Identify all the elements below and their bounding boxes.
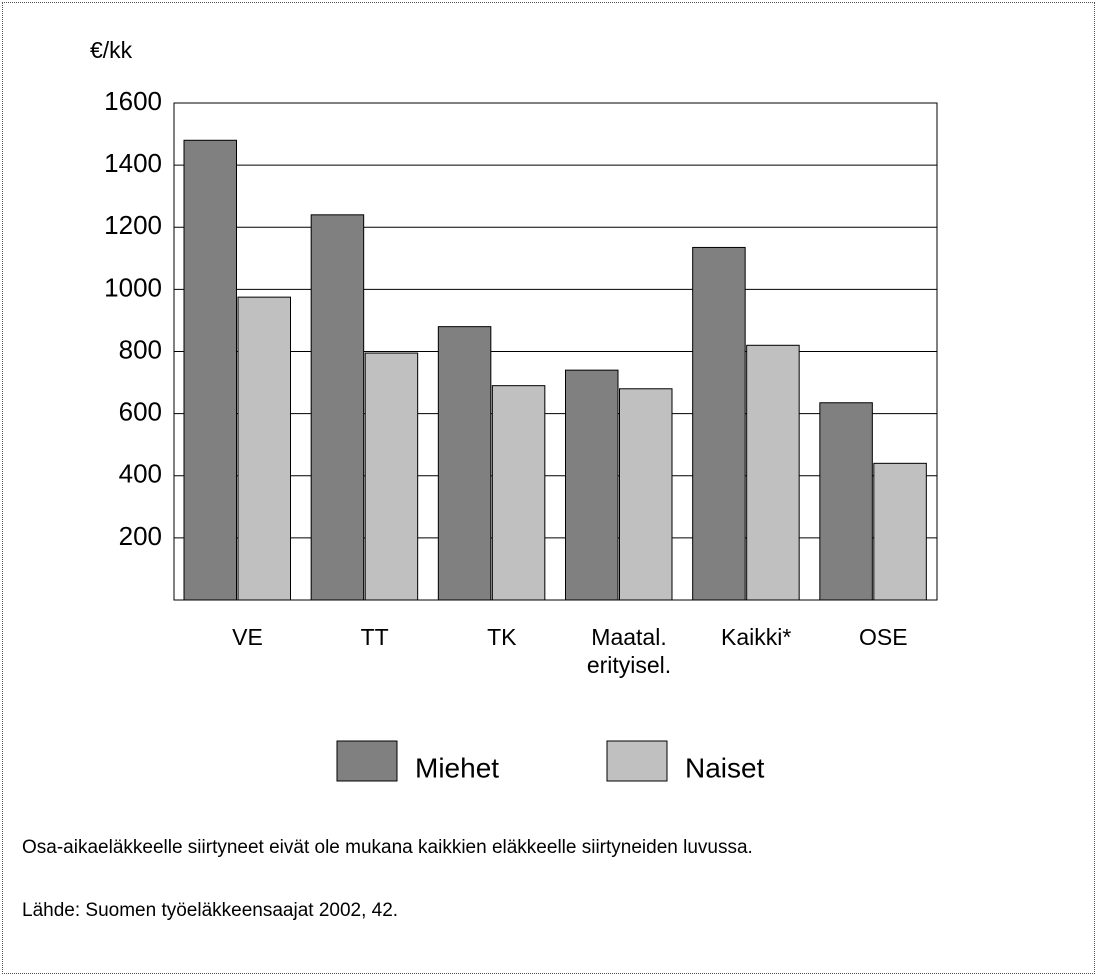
legend-swatch bbox=[606, 740, 668, 782]
legend-label: Naiset bbox=[685, 752, 765, 783]
bar bbox=[873, 462, 927, 601]
x-tick-label: TT bbox=[360, 624, 389, 650]
bar bbox=[437, 326, 492, 601]
bar bbox=[746, 344, 800, 601]
note: Osa-aikaeläkkeelle siirtyneet eivät ole … bbox=[22, 837, 753, 858]
bar bbox=[491, 385, 546, 601]
x-tick-label: Maatal. erityisel. bbox=[586, 624, 672, 678]
legend-label: Miehet bbox=[415, 752, 499, 783]
note: Lähde: Suomen työeläkkeensaajat 2002, 42… bbox=[22, 900, 398, 921]
y-tick-label: 1000 bbox=[104, 272, 162, 302]
bar bbox=[619, 388, 673, 601]
bar bbox=[819, 402, 873, 601]
y-tick-label: 1200 bbox=[104, 210, 162, 240]
bar bbox=[565, 369, 619, 601]
legend-swatch bbox=[336, 740, 398, 782]
y-tick-label: 800 bbox=[119, 334, 162, 364]
bar bbox=[237, 296, 291, 601]
x-tick-label: OSE bbox=[859, 624, 908, 650]
y-tick-label: 1400 bbox=[104, 148, 162, 178]
y-tick-label: 200 bbox=[119, 521, 162, 551]
bar bbox=[183, 139, 237, 601]
bar bbox=[364, 352, 419, 601]
y-tick-label: 1600 bbox=[104, 86, 162, 116]
x-tick-label: TK bbox=[487, 624, 517, 650]
x-tick-label: Kaikki* bbox=[721, 624, 792, 650]
bar bbox=[310, 214, 365, 601]
y-tick-label: 600 bbox=[119, 397, 162, 427]
bar bbox=[692, 246, 746, 601]
plot-frame bbox=[173, 102, 938, 601]
y-axis-label: €/kk bbox=[90, 37, 133, 63]
x-tick-label: VE bbox=[232, 624, 263, 650]
y-tick-label: 400 bbox=[119, 459, 162, 489]
